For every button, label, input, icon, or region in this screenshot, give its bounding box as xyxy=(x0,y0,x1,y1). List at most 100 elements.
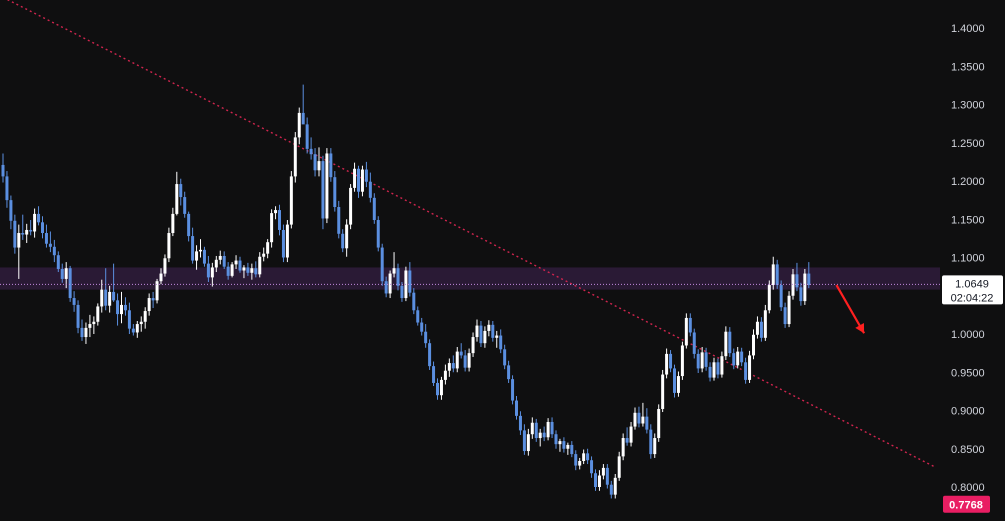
candle-body xyxy=(60,268,64,279)
candle-body xyxy=(495,335,499,338)
candle xyxy=(680,341,684,380)
candle xyxy=(641,402,645,427)
candle-body xyxy=(214,259,218,268)
candle-body xyxy=(21,233,25,235)
candle-body xyxy=(542,432,546,438)
candle xyxy=(767,280,771,314)
candle xyxy=(60,263,64,283)
candle-body xyxy=(48,243,52,247)
candle xyxy=(633,407,637,430)
candle xyxy=(210,262,214,287)
candle xyxy=(613,473,617,499)
candle-body xyxy=(100,289,104,307)
candle-body xyxy=(52,246,56,256)
candle-body xyxy=(601,467,605,476)
candle xyxy=(684,313,688,349)
candle xyxy=(206,255,210,282)
candle-body xyxy=(443,370,447,380)
price-tick-label: 1.4000 xyxy=(951,23,985,35)
price-tick-label: 1.1000 xyxy=(951,253,985,265)
candle xyxy=(345,219,349,257)
candle-body xyxy=(250,268,254,273)
candle xyxy=(515,395,518,420)
candle xyxy=(48,231,52,253)
candle-body xyxy=(526,434,530,452)
candle xyxy=(665,348,669,379)
candle xyxy=(44,224,48,248)
candle-body xyxy=(669,353,673,369)
candle-body xyxy=(313,154,317,171)
candle xyxy=(783,302,787,328)
candle-body xyxy=(139,321,143,325)
candle-body xyxy=(309,148,313,155)
candle xyxy=(313,148,317,177)
candle-body xyxy=(609,484,613,495)
candle-body xyxy=(771,264,775,286)
candle-body xyxy=(163,258,167,274)
candle-body xyxy=(708,366,712,378)
candle xyxy=(88,314,92,338)
candle-body xyxy=(325,153,329,219)
candle xyxy=(740,347,744,367)
candle xyxy=(708,362,712,382)
candle-body xyxy=(807,273,811,286)
candle-body xyxy=(270,213,274,243)
candle xyxy=(463,350,467,372)
candle-body xyxy=(483,330,487,344)
candle-body xyxy=(104,289,108,306)
candle-body xyxy=(64,268,68,279)
candle xyxy=(202,246,206,267)
candle xyxy=(155,278,159,304)
candle xyxy=(13,214,17,254)
candle xyxy=(499,329,503,354)
candle-body xyxy=(368,181,372,198)
candle xyxy=(349,184,353,230)
candle xyxy=(214,255,218,273)
candle-body xyxy=(657,408,661,439)
candle xyxy=(92,316,96,334)
candle xyxy=(566,442,570,455)
candle xyxy=(676,371,680,397)
price-tick-label: 1.2000 xyxy=(951,176,985,188)
candle xyxy=(17,224,21,279)
candle-body xyxy=(349,187,353,225)
candle-body xyxy=(202,249,206,264)
candle-body xyxy=(1,164,5,177)
candle-body xyxy=(676,376,680,393)
candle-body xyxy=(183,197,187,214)
candle xyxy=(538,428,542,447)
candle-body xyxy=(345,224,349,249)
candle xyxy=(649,424,653,459)
candle xyxy=(289,171,293,229)
candle-body xyxy=(151,298,155,301)
candle xyxy=(736,347,740,369)
candle-body xyxy=(242,267,246,271)
candle xyxy=(451,355,455,373)
candle-body xyxy=(554,434,558,445)
candle xyxy=(673,364,676,398)
candle-body xyxy=(254,268,258,275)
candle-body xyxy=(759,321,763,338)
candle xyxy=(609,480,613,499)
candle xyxy=(467,348,471,372)
current-price-label: 1.0649 02:04:22 xyxy=(942,275,1003,305)
candle-body xyxy=(803,273,807,302)
candle-body xyxy=(293,137,297,177)
candle-body xyxy=(795,274,799,288)
candle xyxy=(534,418,538,442)
candle xyxy=(645,408,649,434)
candle-body xyxy=(167,233,171,259)
candle-body xyxy=(222,255,226,267)
candle xyxy=(68,265,72,302)
candle xyxy=(325,148,329,224)
candle xyxy=(720,351,724,378)
candle-body xyxy=(37,213,41,223)
candle-body xyxy=(305,124,309,149)
candle-body xyxy=(617,456,621,478)
candle xyxy=(96,303,100,326)
candle-body xyxy=(471,337,475,354)
candle xyxy=(597,470,601,491)
candle xyxy=(748,350,752,383)
low-price-label: 0.7768 xyxy=(943,495,990,513)
